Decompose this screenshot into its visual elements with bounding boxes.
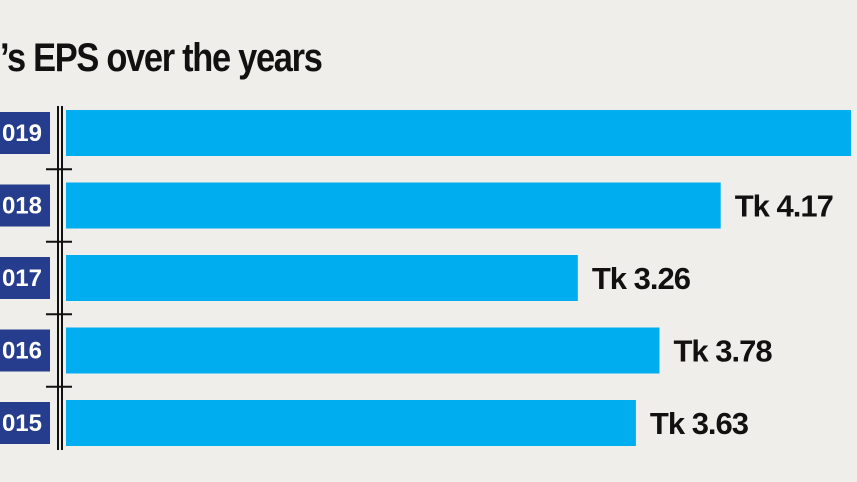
chart-title: ’s EPS over the years bbox=[0, 36, 323, 80]
year-label-box bbox=[0, 257, 50, 299]
year-label: 017 bbox=[2, 265, 42, 292]
year-label-box bbox=[0, 329, 50, 372]
year-label-box bbox=[0, 184, 50, 227]
bar bbox=[66, 400, 636, 446]
bar bbox=[66, 182, 721, 229]
data-label: Tk 3.26 bbox=[592, 261, 691, 296]
year-label-box bbox=[0, 112, 50, 154]
data-label: Tk 4.17 bbox=[735, 189, 833, 224]
year-label: 019 bbox=[2, 120, 42, 147]
bar bbox=[66, 110, 851, 156]
year-label: 018 bbox=[2, 193, 42, 220]
year-label: 016 bbox=[2, 338, 42, 365]
bar bbox=[66, 327, 660, 374]
year-label: 015 bbox=[2, 410, 42, 437]
data-label: Tk 3.78 bbox=[673, 334, 772, 369]
year-label-box bbox=[0, 402, 50, 444]
data-label: Tk 3.63 bbox=[650, 406, 749, 441]
bar bbox=[66, 255, 578, 301]
